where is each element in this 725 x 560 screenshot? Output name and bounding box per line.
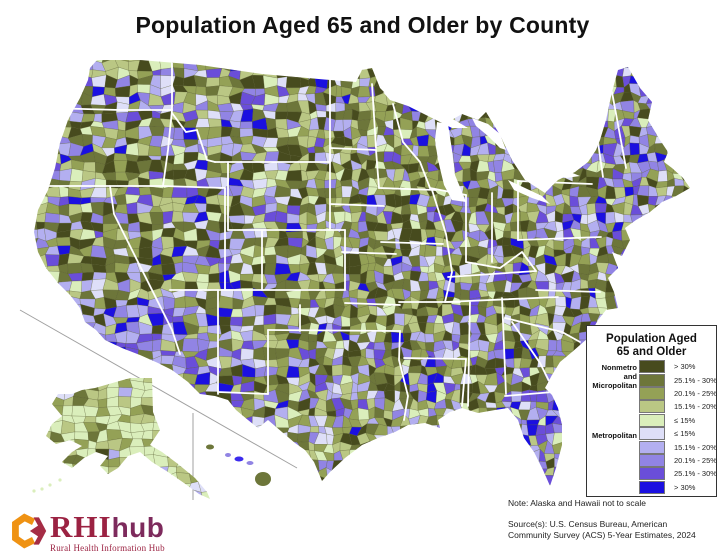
source-line1: Source(s): U.S. Census Bureau, American: [508, 519, 668, 529]
legend-color-swatch: [639, 480, 665, 494]
legend-class-row: 20.1% - 25%: [639, 386, 717, 400]
legend-color-swatch: [639, 360, 665, 374]
legend-title-line1: Population Aged: [606, 333, 697, 345]
legend-color-swatch: [639, 373, 665, 387]
legend-color-swatch: [639, 386, 665, 400]
legend-title: Population Aged 65 and Older: [587, 333, 716, 359]
rhihub-logo[interactable]: RHIhub Rural Health Information Hub: [10, 509, 220, 555]
scale-note: Note: Alaska and Hawaii not to scale: [508, 498, 646, 508]
legend-group-metro: Metropolitan: [592, 431, 637, 440]
legend-color-swatch: [639, 413, 665, 427]
legend-color-swatch: [639, 400, 665, 414]
great-lakes: [383, 92, 580, 204]
nonmetro-label-line: Nonmetro: [601, 363, 637, 372]
legend-class-row: ≤ 15%: [639, 413, 717, 427]
logo-tagline: Rural Health Information Hub: [50, 543, 165, 553]
legend-class-row: 25.1% - 30%: [639, 467, 717, 481]
rhihub-logo-text: RHIhub Rural Health Information Hub: [50, 509, 165, 553]
legend-class-row: > 30%: [639, 360, 717, 374]
legend-color-swatch: [639, 467, 665, 481]
legend-class-row: > 30%: [639, 480, 717, 494]
legend-class-row: ≤ 15%: [639, 427, 717, 441]
legend-group-nonmetro: Nonmetro and Micropolitan: [589, 363, 637, 390]
legend-rows: > 30% 25.1% - 30% 20.1% - 25% 15.1% - 20…: [639, 360, 717, 494]
page-title: Population Aged 65 and Older by County: [135, 12, 590, 38]
nonmetro-label-line: and: [623, 372, 637, 381]
state-borders: [35, 61, 627, 421]
hawaii-inset: [206, 444, 271, 486]
legend-color-swatch: [639, 453, 665, 467]
legend-class-row: 15.1% - 20%: [639, 400, 717, 414]
legend-class-row: 15.1% - 20%: [639, 440, 717, 454]
source-line2: Community Survey (ACS) 5-Year Estimates,…: [508, 530, 696, 540]
legend-color-swatch: [639, 427, 665, 441]
source-note: Source(s): U.S. Census Bureau, American …: [508, 519, 720, 541]
logo-acronym: RHI: [50, 509, 112, 544]
legend-class-row: 25.1% - 30%: [639, 373, 717, 387]
legend-class-row: 20.1% - 25%: [639, 453, 717, 467]
legend-color-swatch: [639, 440, 665, 454]
nonmetro-label-line: Micropolitan: [592, 381, 637, 390]
logo-suffix: hub: [111, 512, 165, 543]
map-notes: Note: Alaska and Hawaii not to scale Sou…: [508, 498, 720, 541]
rhihub-logo-icon: [12, 513, 47, 549]
legend-title-line2: 65 and Older: [616, 346, 687, 358]
map-legend: Population Aged 65 and Older Nonmetro an…: [586, 325, 717, 497]
